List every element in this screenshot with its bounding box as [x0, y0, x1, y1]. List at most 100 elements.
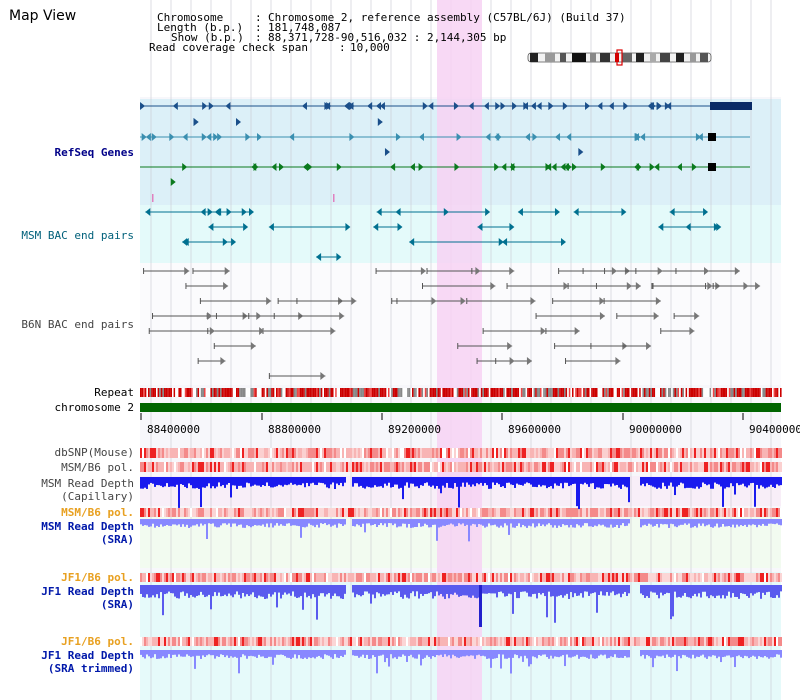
msm-b6-pol-segment: [594, 508, 596, 517]
jf1-sra-depth-bar: [598, 585, 600, 595]
jf1-sra-depth-bar: [696, 585, 698, 597]
jf1-b6-pol-segment: [622, 637, 624, 646]
jf1-sra-depth-bar: [262, 585, 264, 597]
repeat-segment: [346, 388, 348, 397]
jf1-trimmed-depth-bar: [754, 650, 756, 657]
gene-exon-arrow: [500, 102, 506, 110]
jf1-sra-depth-bar: [508, 585, 510, 594]
msm-capillary-depth-bar: [268, 477, 270, 486]
msm-capillary-depth-bar: [334, 477, 336, 489]
msm-sra-depth-bar: [612, 519, 614, 528]
msm-b6-pol-segment: [168, 462, 170, 472]
msm-capillary-depth-bar: [696, 477, 698, 487]
msm-capillary-depth-bar: [358, 477, 360, 487]
dbsnp-heat-segment: [412, 448, 414, 458]
msm-sra-depth-bar: [722, 519, 724, 525]
msm-capillary-depth-bar: [150, 477, 152, 483]
jf1-b6-pol-segment: [678, 573, 680, 582]
jf1-sra-depth-bar: [608, 585, 610, 596]
jf1-b6-pol-segment: [366, 573, 368, 582]
msm-sra-depth-bar: [762, 519, 764, 524]
dbsnp-heat-segment: [620, 448, 622, 458]
msm-bac-end-arrow: [376, 208, 382, 216]
msm-capillary-depth-bar: [732, 477, 734, 487]
repeat-segment: [540, 388, 542, 397]
dbsnp-heat-segment: [212, 448, 214, 458]
msm-capillary-depth-bar: [228, 477, 230, 484]
msm-bac-end-arrow: [509, 223, 515, 231]
msm-b6-pol-segment: [756, 462, 758, 472]
gene-exon-arrow: [551, 163, 557, 171]
msm-b6-pol-segment: [612, 462, 614, 472]
jf1-sra-depth-bar: [166, 585, 168, 594]
jf1-b6-pol-segment: [650, 637, 652, 646]
track-label-refseq-genes[interactable]: RefSeq Genes: [54, 146, 134, 159]
jf1-trimmed-depth-bar: [254, 650, 256, 657]
repeat-segment: [543, 388, 545, 397]
dbsnp-heat-segment: [482, 448, 484, 458]
track-label-msm-bac-end-pairs[interactable]: MSM BAC end pairs: [21, 229, 134, 242]
jf1-b6-pol-segment: [612, 573, 614, 582]
msm-capillary-depth-bar: [682, 477, 684, 484]
jf1-b6-pol-segment: [736, 573, 738, 582]
msm-b6-pol-segment: [362, 508, 364, 517]
msm-b6-pol-segment: [602, 508, 604, 517]
track-label-msm-depth-sra-1: MSM Read Depth: [41, 520, 134, 533]
msm-sra-depth-bar: [558, 519, 560, 526]
msm-sra-depth-bar: [188, 519, 190, 528]
msm-capillary-depth-bar: [432, 477, 434, 486]
msm-sra-depth-bar: [464, 519, 466, 526]
msm-b6-pol-segment: [236, 462, 238, 472]
msm-b6-pol-segment: [564, 462, 566, 472]
dbsnp-heat-segment: [398, 448, 400, 458]
msm-b6-pol-segment: [274, 462, 276, 472]
gene-exon-arrow: [384, 148, 390, 156]
repeat-segment: [237, 388, 240, 397]
msm-sra-depth-bar: [470, 519, 472, 526]
repeat-segment: [484, 388, 486, 397]
jf1-sra-depth-bar: [380, 585, 382, 597]
dbsnp-heat-segment: [296, 448, 298, 458]
msm-capillary-depth-bar: [212, 477, 214, 487]
jf1-b6-pol-segment: [722, 573, 724, 582]
jf1-b6-pol-segment: [510, 637, 512, 646]
jf1-sra-depth-bar: [192, 585, 194, 597]
msm-capillary-depth-bar: [624, 477, 626, 487]
msm-b6-pol-segment: [434, 462, 436, 472]
jf1-b6-pol-segment: [516, 637, 518, 646]
jf1-sra-depth-bar: [366, 585, 368, 592]
msm-b6-pol-segment: [192, 462, 194, 472]
msm-b6-pol-segment: [662, 462, 664, 472]
repeat-segment: [472, 388, 475, 397]
dbsnp-heat-segment: [330, 448, 332, 458]
msm-sra-depth-bar: [292, 519, 294, 526]
msm-capillary-depth-bar: [380, 477, 382, 487]
jf1-b6-pol-segment: [676, 573, 678, 582]
track-label-b6n-bac-end-pairs[interactable]: B6N BAC end pairs: [21, 318, 134, 331]
msm-b6-pol-segment: [510, 508, 512, 517]
msm-capillary-depth-bar: [528, 477, 530, 484]
dbsnp-heat-segment: [420, 448, 422, 458]
jf1-sra-depth-bar: [564, 585, 566, 596]
jf1-trimmed-depth-bar: [264, 650, 266, 659]
msm-capillary-depth-bar: [202, 477, 204, 488]
jf1-b6-pol-segment: [362, 637, 364, 646]
msm-sra-depth-bar: [372, 519, 374, 525]
msm-capillary-depth-bar: [564, 477, 566, 483]
msm-b6-pol-segment: [606, 508, 608, 517]
msm-capillary-depth-bar: [220, 477, 222, 487]
repeat-segment: [748, 388, 750, 397]
msm-capillary-depth-bar: [420, 477, 422, 486]
msm-capillary-depth-bar: [190, 477, 192, 486]
jf1-b6-pol-segment: [568, 573, 570, 582]
jf1-b6-pol-segment: [354, 573, 356, 582]
msm-capillary-depth-bar: [218, 477, 220, 483]
jf1-b6-pol-segment: [634, 637, 636, 646]
dbsnp-heat-segment: [768, 448, 770, 458]
msm-b6-pol-segment: [496, 462, 498, 472]
jf1-b6-pol-segment: [278, 637, 280, 646]
jf1-sra-depth-bar: [520, 585, 522, 592]
jf1-sra-depth-bar: [550, 585, 552, 597]
gene-exon-arrow: [344, 102, 350, 110]
